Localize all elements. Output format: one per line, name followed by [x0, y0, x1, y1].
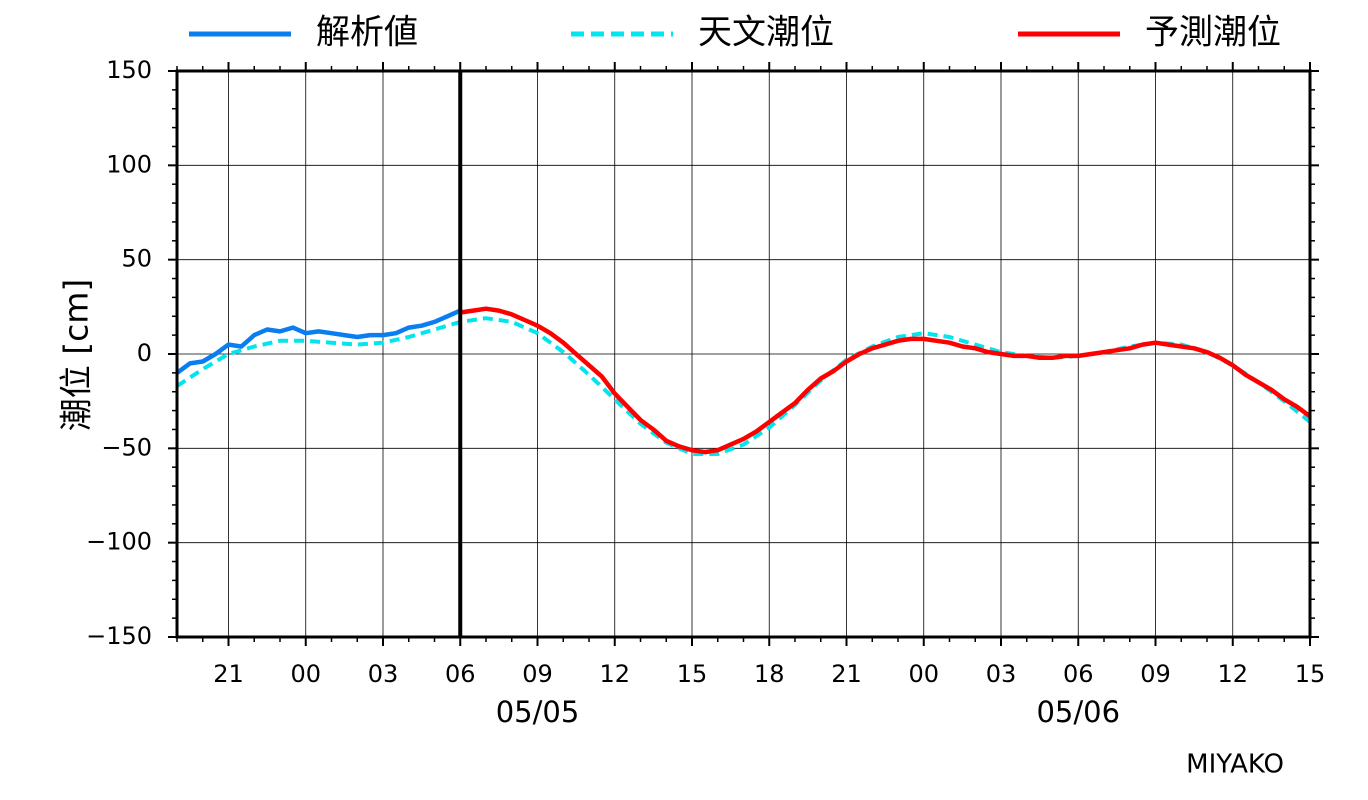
legend-label-forecast: 予測潮位 [1145, 13, 1281, 53]
x-tick-label: 00 [290, 660, 321, 688]
x-tick-label: 09 [522, 660, 553, 688]
y-tick-label: 50 [121, 245, 152, 273]
x-tick-label: 09 [1140, 660, 1171, 688]
x-tick-label: 06 [445, 660, 476, 688]
x-tick-label: 06 [1063, 660, 1094, 688]
x-tick-label: 12 [1217, 660, 1248, 688]
legend-label-analysis: 解析値 [316, 13, 418, 53]
y-tick-label: −150 [86, 622, 152, 650]
x-tick-label: 21 [831, 660, 862, 688]
x-tick-label: 15 [1295, 660, 1326, 688]
x-tick-label: 03 [986, 660, 1017, 688]
x-tick-label: 15 [677, 660, 708, 688]
y-tick-label: 0 [137, 339, 152, 367]
x-axis: 21 00 03 06 09 12 15 18 21 00 03 06 09 12 15 [213, 62, 1325, 688]
y-tick-label: −100 [86, 528, 152, 556]
series-line-forecast [459, 306, 1312, 455]
legend-label-astronomical: 天文潮位 [698, 13, 834, 53]
y-axis-label: 潮位 [cm] [57, 279, 96, 432]
y-tick-label: 150 [106, 56, 152, 84]
y-tick-label: −50 [101, 433, 152, 461]
series-line-analysis [175, 308, 462, 375]
station-name: MIYAKO [1186, 750, 1284, 780]
series-line-astronomical [175, 316, 1312, 456]
x-tick-label: 21 [213, 660, 244, 688]
legend-item-forecast: 予測潮位 [1018, 13, 1281, 53]
y-axis: 150 100 50 0 −50 −100 −150 [86, 56, 1319, 650]
grid-lines [177, 70, 1311, 638]
x-tick-label: 12 [599, 660, 630, 688]
legend-item-analysis: 解析値 [189, 13, 418, 53]
date-label: 05/05 [496, 695, 580, 729]
y-tick-label: 100 [106, 150, 152, 178]
legend: 解析値 天文潮位 予測潮位 [189, 13, 1281, 53]
series-lines [175, 306, 1312, 456]
x-tick-label: 00 [908, 660, 939, 688]
date-label: 05/06 [1036, 695, 1120, 729]
date-labels: 05/05 05/06 [496, 695, 1120, 729]
x-tick-label: 18 [754, 660, 785, 688]
x-tick-label: 03 [368, 660, 399, 688]
legend-item-astronomical: 天文潮位 [571, 13, 834, 53]
